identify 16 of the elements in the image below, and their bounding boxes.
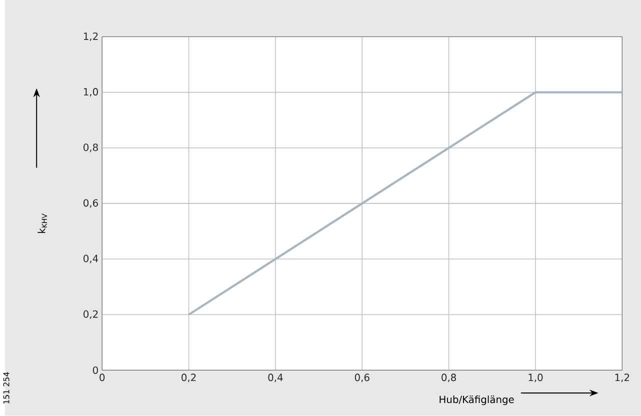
y-tick-label: 0,8: [84, 144, 98, 152]
x-tick-label: 0,4: [268, 374, 283, 382]
y-axis-title: k$_{KHV}$: [38, 214, 47, 233]
y-tick-label: 1,2: [84, 32, 98, 42]
x-tick-label: 0,6: [354, 374, 370, 382]
y-tick-label: 0: [92, 366, 98, 374]
x-axis-title: Hub/Käfiglänge: [440, 396, 514, 406]
y-tick-label: 0,6: [84, 199, 98, 208]
x-tick-label: 0,2: [182, 374, 196, 382]
y-tick-label: 1,0: [84, 88, 98, 97]
x-tick-label: 0,8: [442, 374, 456, 382]
y-tick-label: 0,2: [84, 310, 98, 319]
x-tick-label: 0: [100, 374, 105, 382]
y-tick-label: 0,4: [84, 254, 98, 264]
x-tick-label: 1,2: [615, 374, 630, 382]
x-tick-label: 1,0: [528, 374, 543, 382]
